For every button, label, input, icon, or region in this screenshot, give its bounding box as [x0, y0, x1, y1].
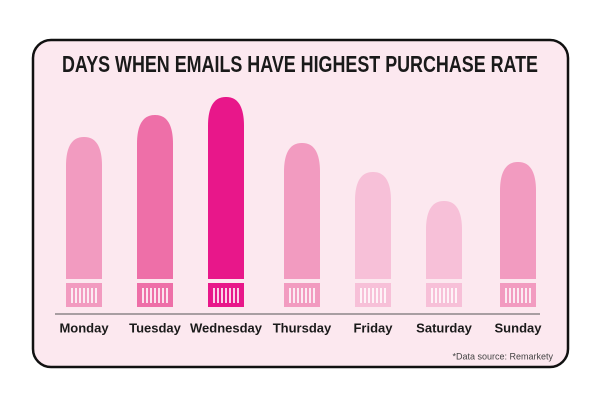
chart-title: DAYS WHEN EMAILS HAVE HIGHEST PURCHASE R…	[62, 51, 538, 77]
x-tick-label: Wednesday	[190, 320, 263, 335]
x-tick-label: Thursday	[273, 320, 332, 335]
bar	[208, 97, 244, 279]
source-note: *Data source: Remarkety	[452, 351, 553, 361]
x-tick-label: Friday	[353, 320, 393, 335]
x-tick-label: Sunday	[495, 320, 543, 335]
x-tick-label: Tuesday	[129, 320, 182, 335]
bar	[355, 172, 391, 279]
x-tick-label: Saturday	[416, 320, 472, 335]
x-tick-label: Monday	[59, 320, 109, 335]
bar	[426, 201, 462, 279]
bar	[284, 143, 320, 279]
bar	[66, 137, 102, 279]
bar	[500, 162, 536, 279]
bar	[137, 115, 173, 279]
